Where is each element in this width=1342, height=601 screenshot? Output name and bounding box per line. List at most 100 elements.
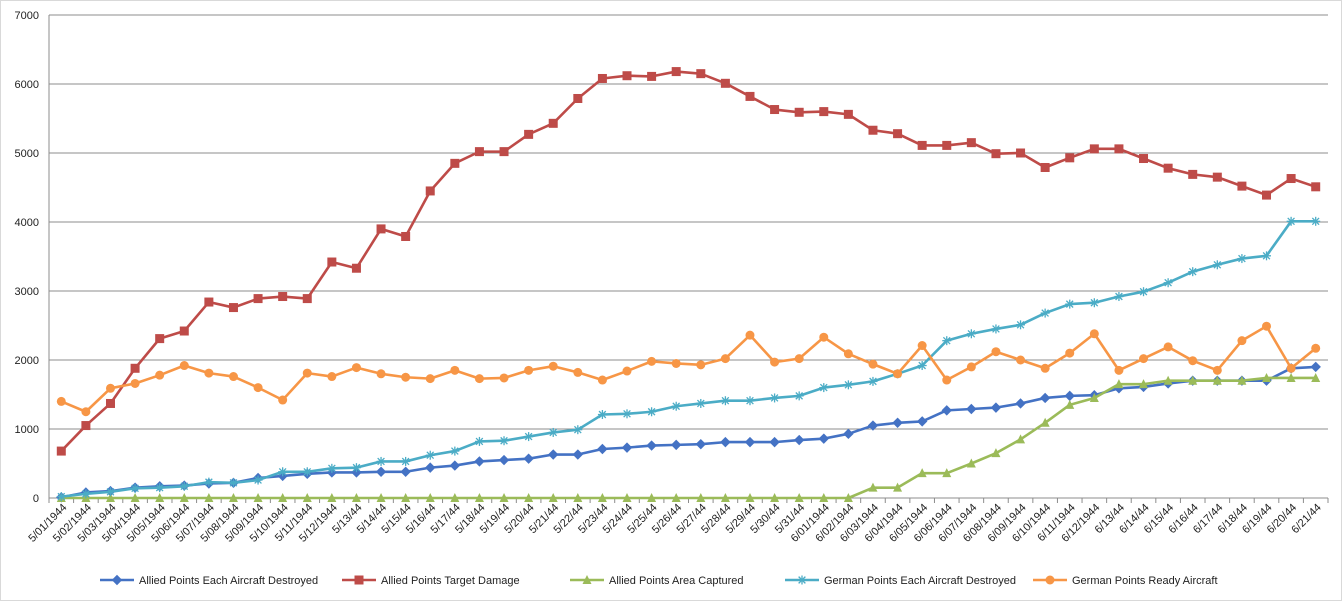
data-point [548, 449, 559, 460]
data-point [1040, 363, 1050, 373]
data-point [376, 456, 386, 466]
data-point [1262, 190, 1272, 200]
marker-stroke [205, 478, 213, 486]
data-point [892, 417, 903, 428]
data-point [474, 456, 485, 467]
data-point [794, 391, 804, 401]
data-point [1262, 251, 1272, 261]
marker-stroke [377, 457, 385, 466]
data-point [1163, 342, 1173, 352]
data-point [573, 493, 583, 502]
marker-stroke [696, 399, 705, 408]
data-point [1039, 392, 1051, 404]
data-point [327, 372, 337, 382]
data-point [376, 369, 386, 379]
legend-marker [797, 575, 807, 585]
data-point [770, 105, 780, 115]
legend-marker [582, 575, 592, 584]
marker-stroke [426, 451, 435, 460]
data-point [450, 446, 460, 456]
data-point [1237, 336, 1247, 346]
data-point [474, 374, 484, 384]
marker-stroke [57, 492, 66, 501]
data-point [647, 356, 657, 366]
marker-stroke [672, 402, 681, 411]
marker-stroke [1065, 300, 1074, 308]
data-point [1065, 399, 1075, 409]
data-point [56, 446, 66, 456]
data-point [573, 367, 583, 377]
marker-stroke [770, 394, 779, 402]
data-point [204, 493, 214, 502]
marker-stroke [328, 464, 336, 473]
marker-stroke [942, 336, 951, 345]
data-point [81, 421, 91, 431]
data-point [376, 224, 386, 234]
data-point [942, 336, 952, 346]
data-point [401, 231, 411, 241]
data-point [1015, 398, 1026, 409]
data-point [867, 420, 879, 431]
y-tick-label: 2000 [15, 355, 39, 367]
data-point [868, 125, 878, 135]
data-point [843, 428, 854, 440]
marker-stroke [1115, 292, 1123, 301]
data-point [1188, 375, 1198, 385]
data-point [450, 365, 460, 375]
data-point [1286, 372, 1296, 382]
data-point [647, 407, 657, 417]
data-point [917, 361, 927, 371]
data-point [548, 427, 558, 437]
data-point [1114, 292, 1124, 302]
data-point [720, 78, 730, 88]
data-point [1310, 361, 1321, 373]
marker-stroke [869, 377, 877, 386]
data-point [450, 158, 460, 168]
y-tick-label: 6000 [15, 79, 39, 91]
series-line [61, 220, 1316, 498]
data-point [524, 129, 534, 139]
data-point [400, 466, 411, 477]
data-point [597, 443, 608, 455]
data-point [1212, 172, 1222, 182]
marker-stroke [180, 482, 189, 491]
marker-stroke [798, 576, 806, 584]
data-point [327, 463, 337, 473]
data-point [622, 366, 632, 376]
data-point [745, 91, 755, 101]
legend-entry: Allied Points Target Damage [342, 575, 520, 587]
marker-stroke [500, 436, 508, 445]
data-point [671, 358, 681, 368]
data-point [105, 493, 115, 502]
data-point [1286, 216, 1296, 226]
data-point [696, 493, 706, 502]
marker-stroke [623, 409, 631, 418]
data-point [696, 69, 706, 79]
data-point [942, 468, 952, 478]
data-point [671, 67, 681, 77]
marker-stroke [1139, 287, 1148, 296]
data-point [942, 375, 952, 385]
data-point [105, 398, 115, 408]
data-point [351, 493, 361, 502]
legend-label: German Points Ready Aircraft [1072, 575, 1218, 587]
data-point [1139, 354, 1149, 364]
data-point [450, 493, 460, 502]
data-point [966, 138, 976, 148]
marker-stroke [1016, 320, 1025, 329]
data-point [646, 440, 657, 451]
y-tick-label: 5000 [15, 148, 39, 160]
data-point [228, 478, 238, 488]
data-point [621, 442, 633, 453]
data-point [1016, 434, 1026, 444]
data-point [1016, 320, 1026, 330]
data-point [524, 365, 534, 375]
marker-stroke [992, 325, 1000, 333]
data-point [499, 147, 509, 157]
y-tick-label: 4000 [15, 217, 39, 229]
data-point [105, 487, 115, 497]
data-point [794, 354, 804, 364]
data-point [670, 439, 682, 451]
marker-stroke [795, 392, 804, 400]
